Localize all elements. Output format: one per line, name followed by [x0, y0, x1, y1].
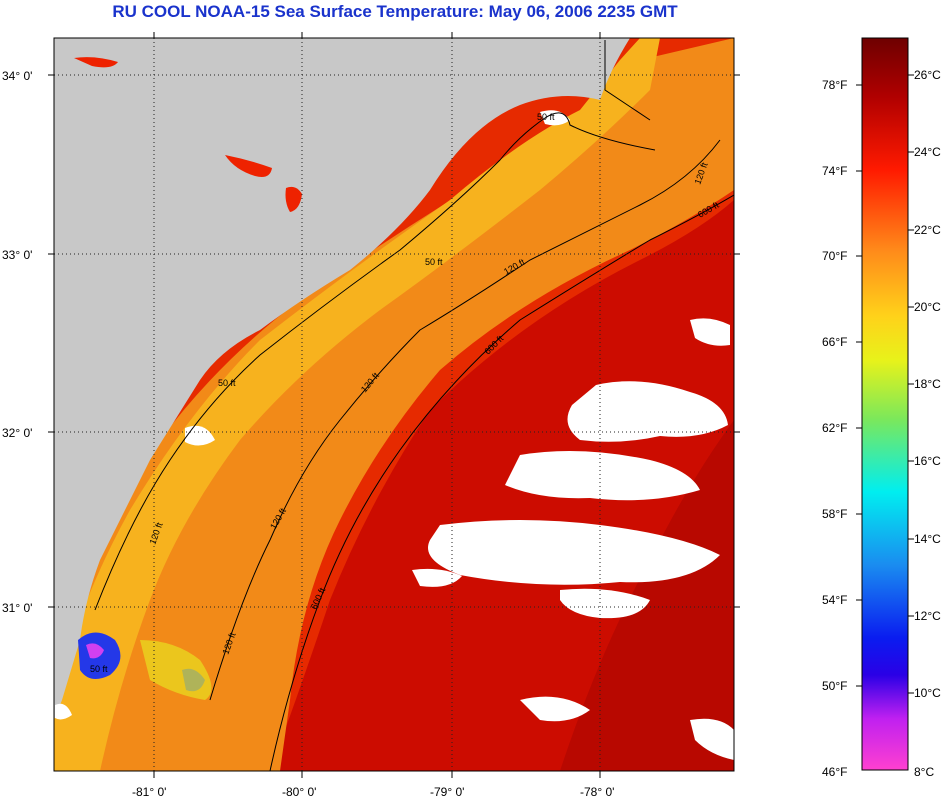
lon-label-81: -81° 0' [132, 785, 166, 799]
land-mass [54, 38, 630, 720]
map-frame [53, 37, 735, 772]
contour-label-50ft-mid: 50 ft [425, 257, 443, 267]
lake-moultrie [225, 155, 272, 177]
inland-lake-north [74, 57, 118, 68]
cb-f-46: 46°F [822, 765, 847, 779]
cloud-cover [55, 110, 734, 760]
gulf-stream-offshore [560, 420, 734, 771]
cb-c-16: 16°C [914, 454, 941, 468]
warm-yellow-filament [140, 640, 212, 700]
cb-c-20: 20°C [914, 300, 941, 314]
map-area [54, 38, 734, 771]
lon-label-78: -78° 0' [580, 785, 614, 799]
cb-f-78: 78°F [822, 78, 847, 92]
cb-f-66: 66°F [822, 335, 847, 349]
cb-f-62: 62°F [822, 421, 847, 435]
lake-marion [285, 186, 302, 212]
cb-c-14: 14°C [914, 532, 941, 546]
cb-f-58: 58°F [822, 507, 847, 521]
map-title: RU COOL NOAA-15 Sea Surface Temperature:… [112, 2, 678, 21]
cold-core-patch [86, 643, 104, 659]
cb-c-8: 8°C [914, 765, 934, 779]
contour-label-50ft-north: 50 ft [537, 112, 555, 122]
colorbar [861, 37, 909, 771]
lon-label-80: -80° 0' [282, 785, 316, 799]
cb-f-70: 70°F [822, 249, 847, 263]
lat-label-32: 32° 0' [2, 426, 32, 440]
graticule [54, 38, 734, 771]
cb-f-74: 74°F [822, 164, 847, 178]
axis-ticks [48, 32, 740, 778]
shelf-water [54, 38, 734, 771]
contour-label-50ft-fl: 50 ft [90, 664, 108, 674]
cb-c-12: 12°C [914, 609, 941, 623]
cb-c-18: 18°C [914, 377, 941, 391]
cb-c-10: 10°C [914, 686, 941, 700]
lon-label-79: -79° 0' [430, 785, 464, 799]
contour-label-50ft-south: 50 ft [218, 378, 236, 388]
cb-c-22: 22°C [914, 223, 941, 237]
bathymetry-contours [94, 40, 734, 771]
cb-f-54: 54°F [822, 593, 847, 607]
lat-label-34: 34° 0' [2, 69, 32, 83]
lat-label-31: 31° 0' [2, 601, 32, 615]
colorbar-ticks [856, 74, 914, 694]
cb-c-24: 24°C [914, 145, 941, 159]
lat-label-33: 33° 0' [2, 248, 32, 262]
cb-c-26: 26°C [914, 68, 941, 82]
cb-f-50: 50°F [822, 679, 847, 693]
nearshore-water [54, 38, 660, 771]
